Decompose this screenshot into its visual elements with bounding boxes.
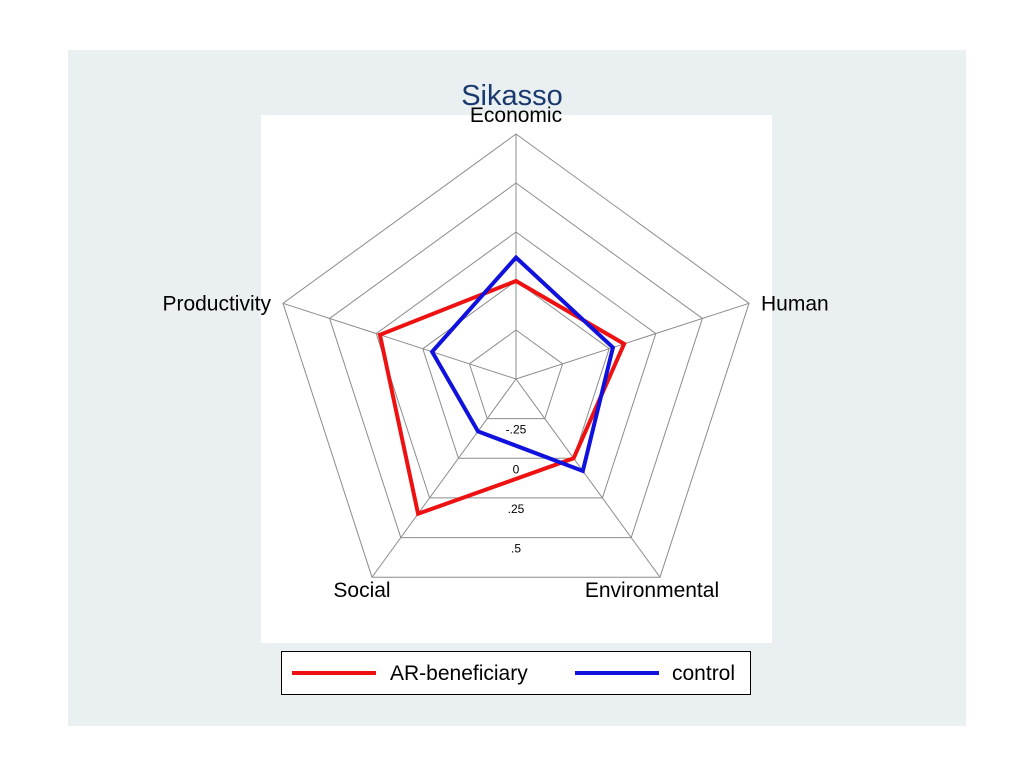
tick-label: 0 — [513, 462, 520, 476]
legend-item-control: control — [516, 652, 750, 694]
tick-label: .5 — [511, 542, 521, 556]
grid-spoke — [515, 302, 750, 380]
chart-title: Sikasso — [461, 80, 563, 112]
grid-ring — [375, 231, 657, 499]
series-line-control — [429, 254, 616, 474]
grid-ring — [282, 133, 750, 578]
legend-swatch-ar-beneficiary — [292, 671, 376, 675]
tick-label: .25 — [508, 502, 525, 516]
grid-ring — [422, 280, 610, 459]
legend-label-ar-beneficiary: AR-beneficiary — [390, 662, 528, 685]
legend-label-control: control — [672, 662, 736, 685]
axis-label-human: Human — [761, 292, 829, 315]
grid-spoke — [371, 378, 517, 578]
radar-labels: Economic Human Environmental Social Producti… — [162, 104, 828, 602]
radar-series — [377, 254, 627, 517]
legend: AR-beneficiary control — [281, 651, 751, 695]
legend-swatch-control — [575, 671, 659, 675]
grid-ring — [329, 182, 703, 539]
series-line-ar-beneficiary — [377, 278, 627, 517]
grid-spoke — [515, 378, 661, 578]
legend-item-ar-beneficiary: AR-beneficiary — [282, 652, 528, 694]
grid-spoke — [282, 302, 517, 380]
axis-label-productivity: Productivity — [162, 292, 271, 315]
axis-label-economic: Economic — [470, 104, 562, 127]
grid-ring — [468, 329, 564, 420]
axis-label-environmental: Environmental — [585, 579, 719, 602]
tick-label: -.25 — [506, 423, 527, 437]
axis-label-social: Social — [333, 579, 390, 602]
radar-grid — [282, 133, 750, 578]
